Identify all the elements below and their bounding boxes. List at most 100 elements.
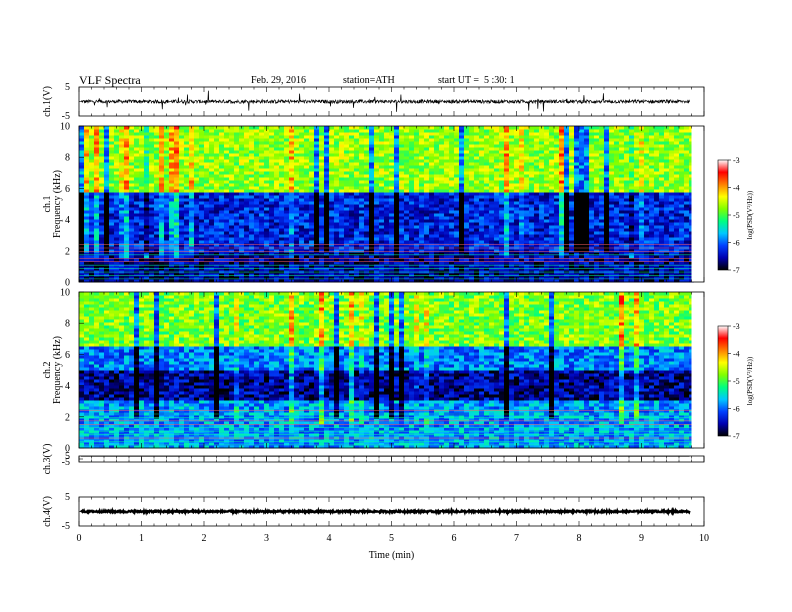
spectrogram-cell xyxy=(529,237,534,241)
spectrogram-cell xyxy=(294,171,299,175)
spectrogram-cell xyxy=(344,165,349,169)
spectrogram-cell xyxy=(454,141,459,145)
spectrogram-cell xyxy=(429,195,434,199)
spectrogram-cell xyxy=(194,180,199,184)
spectrogram-cell xyxy=(104,135,109,139)
spectrogram-cell xyxy=(354,219,359,223)
spectrogram-cell xyxy=(449,222,454,226)
spectrogram-cell xyxy=(244,147,249,151)
spectrogram-cell xyxy=(444,159,449,163)
spectrogram-cell xyxy=(274,165,279,169)
spectrogram-cell xyxy=(129,213,134,217)
spectrogram-cell xyxy=(539,144,544,148)
spectrogram-cell xyxy=(349,255,354,259)
spectrogram-cell xyxy=(204,138,209,142)
spectrogram-cell xyxy=(364,201,369,205)
spectrogram-cell xyxy=(484,150,489,154)
spectrogram-cell xyxy=(134,135,139,139)
spectrogram-cell xyxy=(314,273,319,277)
spectrogram-cell xyxy=(249,234,254,238)
spectrogram-cell xyxy=(359,222,364,226)
spectrogram-cell xyxy=(394,165,399,169)
spectrogram-cell xyxy=(469,255,474,259)
spectrogram-cell xyxy=(284,132,289,136)
spectrogram-cell xyxy=(179,156,184,160)
spectrogram-cell xyxy=(274,144,279,148)
spectrogram-cell xyxy=(209,171,214,175)
spectrogram-cell xyxy=(489,138,494,142)
spectrogram-cell xyxy=(139,135,144,139)
spectrogram-cell xyxy=(369,180,374,184)
spectrogram-cell xyxy=(294,183,299,187)
spectrogram-cell xyxy=(314,210,319,214)
spectrogram-cell xyxy=(399,192,404,196)
spectrogram-cell xyxy=(289,156,294,160)
spectrogram-cell xyxy=(334,165,339,169)
spectrogram-cell xyxy=(314,201,319,205)
spectrogram-cell xyxy=(239,234,244,238)
spectrogram-cell xyxy=(259,150,264,154)
spectrogram-cell xyxy=(404,255,409,259)
spectrogram-cell xyxy=(149,234,154,238)
spectrogram-cell xyxy=(434,144,439,148)
spectrogram-cell xyxy=(254,186,259,190)
spectrogram-cell xyxy=(329,177,334,181)
spectrogram-cell xyxy=(479,273,484,277)
spectrogram-cell xyxy=(154,255,159,259)
spectrogram-cell xyxy=(359,180,364,184)
spectrogram-cell xyxy=(424,126,429,130)
spectrogram-cell xyxy=(129,216,134,220)
spectrogram-cell xyxy=(304,222,309,226)
spectrogram-cell xyxy=(204,279,209,283)
spectrogram-cell xyxy=(219,213,224,217)
spectrogram-cell xyxy=(434,276,439,280)
spectrogram-cell xyxy=(409,204,414,208)
spectrogram-cell xyxy=(419,153,424,157)
spectrogram-cell xyxy=(374,186,379,190)
spectrogram-cell xyxy=(499,189,504,193)
spectrogram-cell xyxy=(104,249,109,253)
spectrogram-cell xyxy=(479,129,484,133)
spectrogram-cell xyxy=(94,153,99,157)
spectrogram-cell xyxy=(374,261,379,265)
spectrogram-cell xyxy=(434,177,439,181)
spectrogram-cell xyxy=(409,177,414,181)
spectrogram-cell xyxy=(199,165,204,169)
spectrogram-cell xyxy=(279,207,284,211)
spectrogram-cell xyxy=(119,168,124,172)
spectrogram-cell xyxy=(394,153,399,157)
spectrogram-cell xyxy=(169,168,174,172)
spectrogram-cell xyxy=(179,273,184,277)
spectrogram-cell xyxy=(369,168,374,172)
spectrogram-cell xyxy=(389,219,394,223)
spectrogram-cell xyxy=(409,270,414,274)
spectrogram-cell xyxy=(534,279,539,283)
spectrogram-cell xyxy=(169,240,174,244)
spectrogram-cell xyxy=(254,279,259,283)
spectrogram-cell xyxy=(159,201,164,205)
spectrogram-cell xyxy=(474,264,479,268)
spectrogram-cell xyxy=(444,168,449,172)
spectrogram-cell xyxy=(434,150,439,154)
spectrogram-cell xyxy=(529,129,534,133)
spectrogram-cell xyxy=(429,165,434,169)
spectrogram-cell xyxy=(469,225,474,229)
spectrogram-cell xyxy=(429,219,434,223)
spectrogram-cell xyxy=(394,159,399,163)
spectrogram-cell xyxy=(274,159,279,163)
spectrogram-cell xyxy=(314,177,319,181)
spectrogram-cell xyxy=(479,126,484,130)
spectrogram-cell xyxy=(259,234,264,238)
spectrogram-cell xyxy=(294,219,299,223)
y-tick-label: 5 xyxy=(65,82,70,93)
spectrogram-cell xyxy=(209,261,214,265)
spectrogram-cell xyxy=(344,153,349,157)
spectrogram-cell xyxy=(269,258,274,262)
spectrogram-cell xyxy=(529,183,534,187)
spectrogram-cell xyxy=(284,207,289,211)
spectrogram-cell xyxy=(519,228,524,232)
spectrogram-cell xyxy=(404,276,409,280)
spectrogram-cell xyxy=(259,225,264,229)
spectrogram-cell xyxy=(464,258,469,262)
spectrogram-cell xyxy=(424,201,429,205)
